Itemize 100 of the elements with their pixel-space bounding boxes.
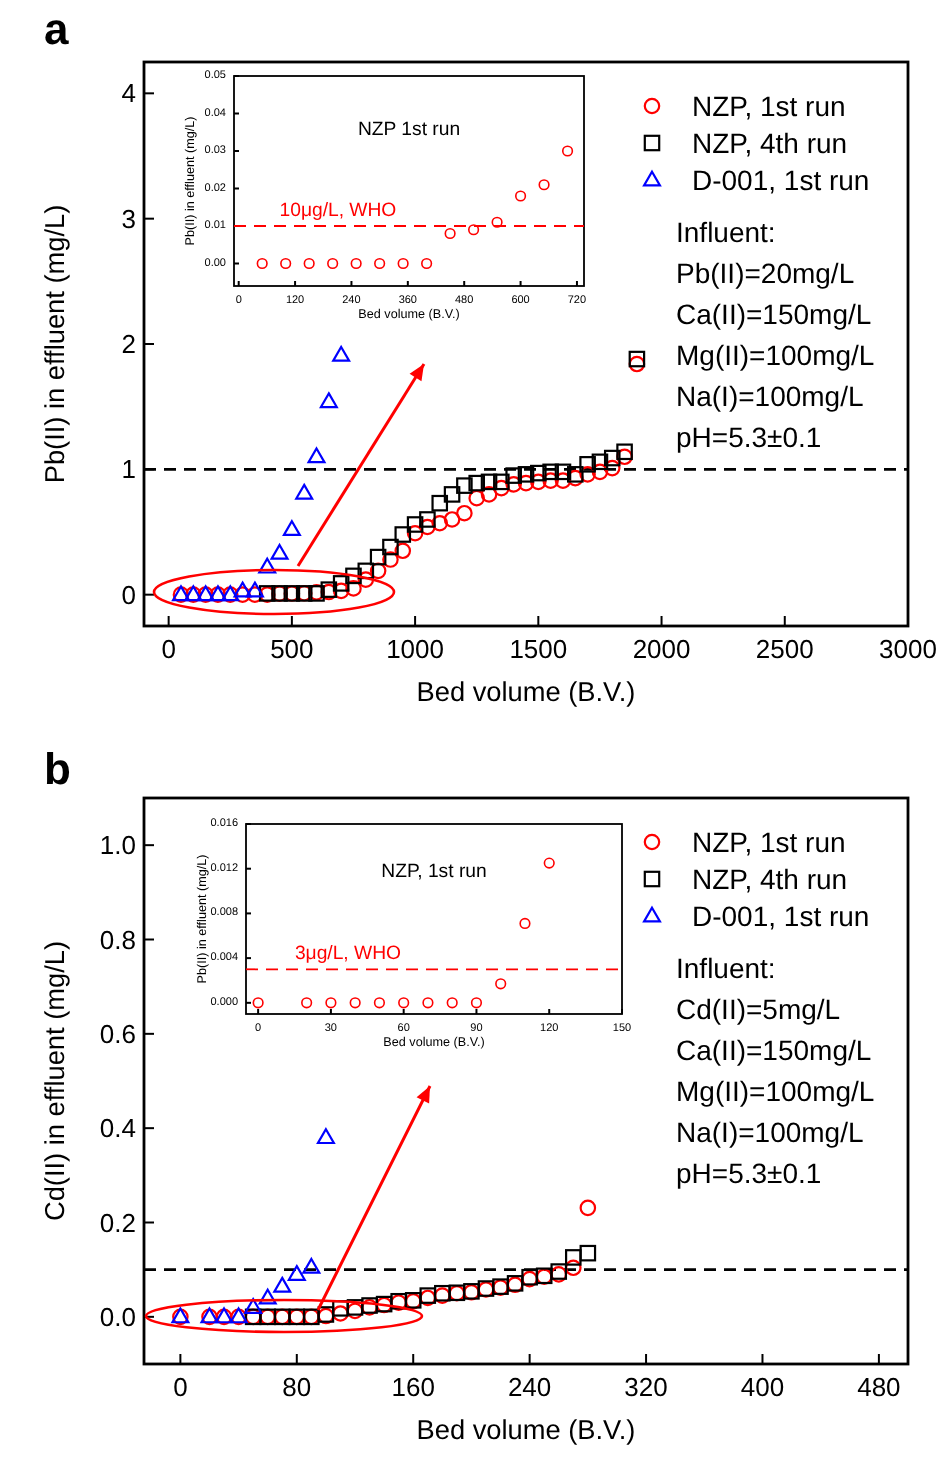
point — [397, 257, 409, 270]
point — [543, 857, 555, 869]
point — [603, 449, 621, 467]
point — [443, 486, 461, 503]
point — [495, 978, 507, 990]
legend-label: D-001, 1st run — [692, 164, 870, 196]
y-tick-label: 0.6 — [99, 1018, 136, 1049]
point — [325, 997, 337, 1009]
legend-label: NZP, 4th run — [692, 863, 848, 895]
legend-label: NZP, 4th run — [692, 127, 848, 159]
x-axis-title: Bed volume (B.V.) — [416, 1415, 636, 1446]
chart-title: a — [44, 4, 70, 54]
point — [316, 1128, 335, 1145]
x-tick-label: 1000 — [386, 634, 445, 664]
x-tick-label: 500 — [270, 634, 314, 664]
point — [332, 582, 350, 600]
point — [287, 1265, 306, 1281]
annotation: Mg(II)=100mg/L — [676, 339, 875, 371]
point — [303, 257, 315, 270]
y-tick-label: 0.4 — [99, 1113, 136, 1144]
point — [616, 443, 633, 461]
point — [301, 997, 313, 1009]
point — [327, 257, 339, 270]
x-tick-label: 0 — [161, 634, 176, 664]
y-tick-label: 0.0 — [99, 1301, 136, 1332]
point — [554, 463, 572, 481]
point — [349, 997, 361, 1009]
point — [350, 257, 362, 270]
point — [302, 1257, 321, 1274]
point — [421, 257, 433, 270]
x-tick-label: 2500 — [755, 634, 814, 664]
point — [233, 581, 252, 598]
annotation: Cd(II)=5mg/L — [676, 993, 841, 1025]
annotation: Mg(II)=100mg/L — [676, 1075, 875, 1107]
annotation: Na(I)=100mg/L — [676, 380, 864, 412]
point — [565, 1249, 582, 1266]
point — [505, 467, 522, 484]
x-tick-label: 1500 — [509, 634, 568, 664]
point — [628, 355, 646, 373]
y-axis-title: Cd(II) in effluent (mg/L) — [40, 941, 70, 1221]
point — [554, 472, 572, 489]
point — [374, 257, 386, 270]
point — [530, 464, 547, 482]
point — [493, 473, 510, 491]
point — [270, 543, 289, 560]
annotation: Na(I)=100mg/L — [676, 1116, 864, 1148]
point — [258, 1288, 277, 1305]
point — [419, 511, 436, 528]
point — [579, 1199, 597, 1217]
point — [369, 562, 387, 580]
point — [256, 257, 268, 270]
point — [579, 1244, 597, 1262]
point — [406, 516, 424, 533]
y-tick-label: 1.0 — [99, 830, 136, 861]
annotation: NZP, 1st run — [381, 861, 487, 884]
point — [332, 575, 350, 592]
annotation: Influent: — [676, 216, 776, 248]
ref-line-label: 10μg/L, WHO — [279, 200, 398, 222]
point — [332, 1305, 349, 1322]
y-tick-label: 2 — [121, 329, 136, 359]
point — [307, 447, 326, 464]
point — [468, 224, 480, 236]
point — [431, 494, 449, 512]
x-tick-label: 160 — [391, 1372, 435, 1402]
point — [394, 542, 412, 560]
point — [258, 557, 277, 574]
point — [280, 257, 292, 270]
ref-line-label: 3μg/L, WHO — [294, 943, 403, 966]
y-tick-label: 1 — [121, 454, 136, 485]
x-tick-label: 240 — [507, 1372, 552, 1402]
point — [443, 511, 461, 528]
point — [603, 459, 621, 477]
legend-label: NZP, 1st run — [692, 826, 846, 858]
point — [591, 463, 609, 481]
y-tick-label: 3 — [121, 203, 136, 234]
y-tick-label: 0.8 — [99, 924, 136, 955]
point — [357, 562, 375, 580]
annotation: NZP 1st run — [357, 118, 461, 141]
point — [394, 526, 412, 543]
x-tick-label: 480 — [857, 1372, 901, 1402]
annotation: pH=5.3±0.1 — [676, 421, 822, 453]
x-tick-label: 0 — [173, 1372, 188, 1402]
point — [514, 190, 527, 202]
point — [591, 453, 609, 471]
legend-label: D-001, 1st run — [692, 900, 870, 932]
annotation: pH=5.3±0.1 — [676, 1157, 822, 1189]
point — [517, 466, 535, 483]
point — [345, 567, 362, 585]
point — [542, 472, 559, 489]
point — [470, 997, 483, 1009]
point — [419, 518, 436, 536]
point — [422, 997, 434, 1009]
point — [332, 345, 351, 362]
x-tick-label: 400 — [740, 1372, 785, 1402]
annotation: Influent: — [676, 952, 776, 984]
y-tick-label: 0 — [121, 579, 136, 610]
point — [480, 473, 498, 491]
point — [480, 486, 498, 503]
point — [456, 504, 473, 522]
point — [406, 524, 424, 542]
